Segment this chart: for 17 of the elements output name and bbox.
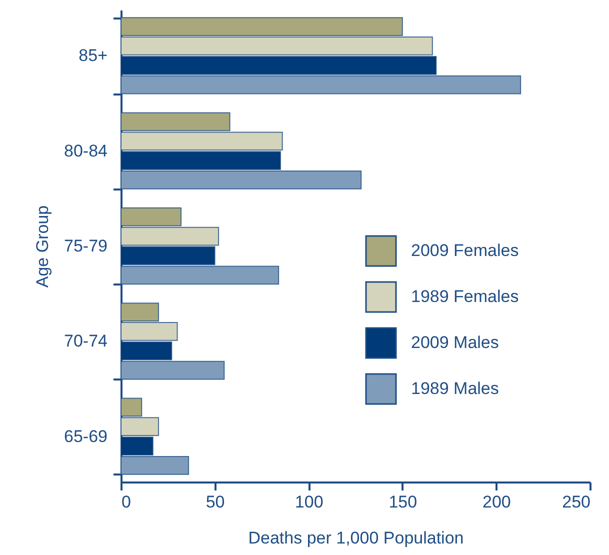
x-tick-label: 250: [562, 492, 590, 512]
y-tick-label: 85+: [78, 46, 108, 66]
y-axis-title: Age Group: [33, 205, 52, 288]
x-tick-label: 0: [122, 492, 131, 512]
y-tick-label: 80-84: [64, 141, 108, 160]
x-tick-label: 150: [388, 492, 418, 512]
y-tick-label: 70-74: [64, 332, 108, 351]
legend-label: 2009 Males: [411, 333, 499, 352]
y-tick-label: 65-69: [64, 426, 108, 446]
x-axis-title: Deaths per 1,000 Population: [248, 528, 464, 548]
x-tick-label: 200: [482, 492, 511, 512]
legend-label: 2009 Females: [411, 241, 519, 260]
x-tick-label: 100: [294, 492, 324, 512]
legend-label: 1989 Females: [411, 287, 519, 306]
x-tick-label: 50: [206, 492, 225, 512]
legend-label: 1989 Males: [411, 379, 499, 398]
y-tick-label: 75-79: [64, 236, 108, 256]
